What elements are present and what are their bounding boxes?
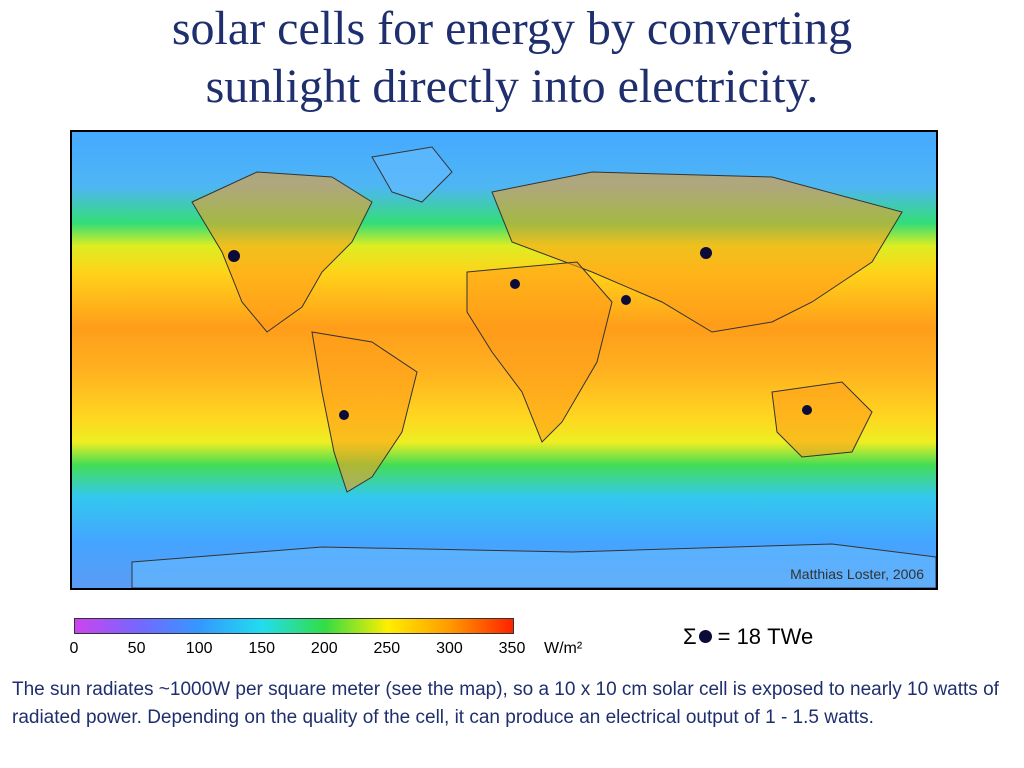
color-scale-unit: W/m² [544,640,583,657]
color-scale-tick-label: 50 [127,640,146,657]
site-marker-north-america [228,250,240,262]
site-dot-icon [698,629,712,643]
proposed-sites [228,247,812,420]
antarctica-outline [131,543,936,588]
total-output-value: = 18 TWe [717,624,814,649]
north-america-outline [191,171,373,333]
color-scale-tick-label: 350 [498,640,526,657]
color-scale-tick-label: 200 [310,640,338,657]
color-scale-ticks: 0 50 100 150 200 250 300 350 [0,640,640,664]
south-america-outline [311,331,418,493]
slide-title: solar cells for energy by converting sun… [0,0,1024,116]
site-marker-middle-east [621,295,631,305]
color-scale-tick-label: 300 [436,640,463,657]
site-marker-sahara [510,279,520,289]
color-scale-bar [74,618,514,634]
color-scale-tick-label: 150 [248,640,276,657]
color-scale-tick-label: 0 [69,640,79,657]
map-credit: Matthias Loster, 2006 [790,566,924,582]
title-line-2: sunlight directly into electricity. [205,60,819,113]
color-scale-tick-label: 250 [373,640,401,657]
total-output-label: Σ = 18 TWe [683,624,813,650]
color-scale-tick-label: 100 [185,640,213,657]
map-graphic [72,132,936,588]
slide-caption: The sun radiates ~1000W per square meter… [12,679,999,728]
australia-outline [771,381,873,458]
greenland-outline [371,146,453,203]
site-marker-central-asia [700,247,712,259]
solar-irradiance-map: Matthias Loster, 2006 [70,130,938,590]
africa-outline [466,261,613,443]
sum-symbol: Σ [683,624,697,649]
site-marker-australia [802,405,812,415]
continent-outlines [131,146,936,588]
site-marker-south-america [339,410,349,420]
title-line-1: solar cells for energy by converting [171,2,853,55]
